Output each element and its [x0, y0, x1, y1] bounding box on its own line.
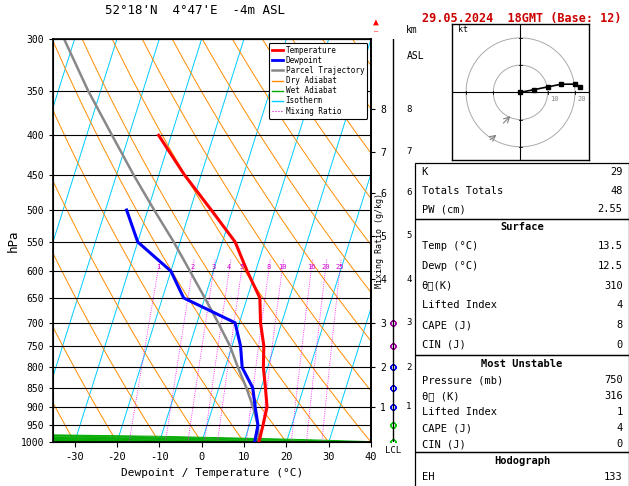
Text: θᴇ (K): θᴇ (K)	[421, 391, 459, 401]
Text: LCL: LCL	[385, 446, 401, 455]
Text: Lifted Index: Lifted Index	[421, 300, 496, 311]
X-axis label: Dewpoint / Temperature (°C): Dewpoint / Temperature (°C)	[121, 468, 303, 478]
Bar	[415, 452, 629, 486]
Text: θᴇ(K): θᴇ(K)	[421, 280, 453, 291]
Text: 29: 29	[610, 167, 623, 177]
Text: 4: 4	[227, 264, 231, 270]
Text: CIN (J): CIN (J)	[421, 439, 465, 449]
Text: 10: 10	[550, 96, 559, 102]
Text: 3: 3	[406, 318, 412, 327]
Text: 133: 133	[604, 472, 623, 482]
Bar	[415, 355, 629, 452]
Text: 20: 20	[321, 264, 330, 270]
Text: km: km	[406, 25, 418, 35]
Text: 16: 16	[307, 264, 315, 270]
Text: Dewp (°C): Dewp (°C)	[421, 261, 478, 271]
Text: Totals Totals: Totals Totals	[421, 186, 503, 196]
Text: CAPE (J): CAPE (J)	[421, 320, 472, 330]
Text: ASL: ASL	[406, 51, 424, 61]
Text: 12.5: 12.5	[598, 261, 623, 271]
Text: 3: 3	[211, 264, 216, 270]
Text: 316: 316	[604, 391, 623, 401]
Text: —: —	[374, 28, 378, 34]
Text: ▲: ▲	[373, 17, 379, 27]
Text: 750: 750	[604, 375, 623, 385]
Text: 310: 310	[604, 280, 623, 291]
Text: 0: 0	[616, 340, 623, 350]
Bar	[415, 163, 629, 219]
Text: 1: 1	[616, 407, 623, 417]
Text: PW (cm): PW (cm)	[421, 205, 465, 214]
Text: kt: kt	[458, 25, 468, 35]
Text: 8: 8	[406, 104, 412, 114]
Text: 0: 0	[616, 439, 623, 449]
Legend: Temperature, Dewpoint, Parcel Trajectory, Dry Adiabat, Wet Adiabat, Isotherm, Mi: Temperature, Dewpoint, Parcel Trajectory…	[269, 43, 367, 119]
Text: 2.55: 2.55	[598, 205, 623, 214]
Text: 2: 2	[190, 264, 194, 270]
Text: 29.05.2024  18GMT (Base: 12): 29.05.2024 18GMT (Base: 12)	[422, 12, 622, 25]
Text: 5: 5	[406, 231, 412, 240]
Text: Most Unstable: Most Unstable	[481, 359, 563, 368]
Text: 6: 6	[406, 189, 412, 197]
Text: CIN (J): CIN (J)	[421, 340, 465, 350]
Text: CAPE (J): CAPE (J)	[421, 423, 472, 433]
Text: 1: 1	[156, 264, 160, 270]
Text: Lifted Index: Lifted Index	[421, 407, 496, 417]
Text: Hodograph: Hodograph	[494, 456, 550, 466]
Text: 20: 20	[577, 96, 586, 102]
Text: Mixing Ratio (g/kg): Mixing Ratio (g/kg)	[376, 193, 384, 288]
Text: 10: 10	[278, 264, 286, 270]
Text: 1: 1	[406, 402, 412, 412]
Text: 7: 7	[406, 147, 412, 156]
Y-axis label: hPa: hPa	[6, 229, 19, 252]
Text: EH: EH	[421, 472, 434, 482]
Text: K: K	[421, 167, 428, 177]
Text: 4: 4	[616, 300, 623, 311]
Text: 25: 25	[335, 264, 344, 270]
Text: 8: 8	[267, 264, 270, 270]
Text: Pressure (mb): Pressure (mb)	[421, 375, 503, 385]
Text: Surface: Surface	[500, 223, 544, 232]
Text: 5: 5	[240, 264, 243, 270]
Bar	[415, 219, 629, 355]
Text: 8: 8	[616, 320, 623, 330]
Text: 4: 4	[616, 423, 623, 433]
Text: Temp (°C): Temp (°C)	[421, 241, 478, 251]
Text: 48: 48	[610, 186, 623, 196]
Text: 2: 2	[406, 363, 412, 372]
Text: 52°18'N  4°47'E  -4m ASL: 52°18'N 4°47'E -4m ASL	[105, 4, 285, 17]
Text: 4: 4	[406, 275, 412, 284]
Text: 13.5: 13.5	[598, 241, 623, 251]
